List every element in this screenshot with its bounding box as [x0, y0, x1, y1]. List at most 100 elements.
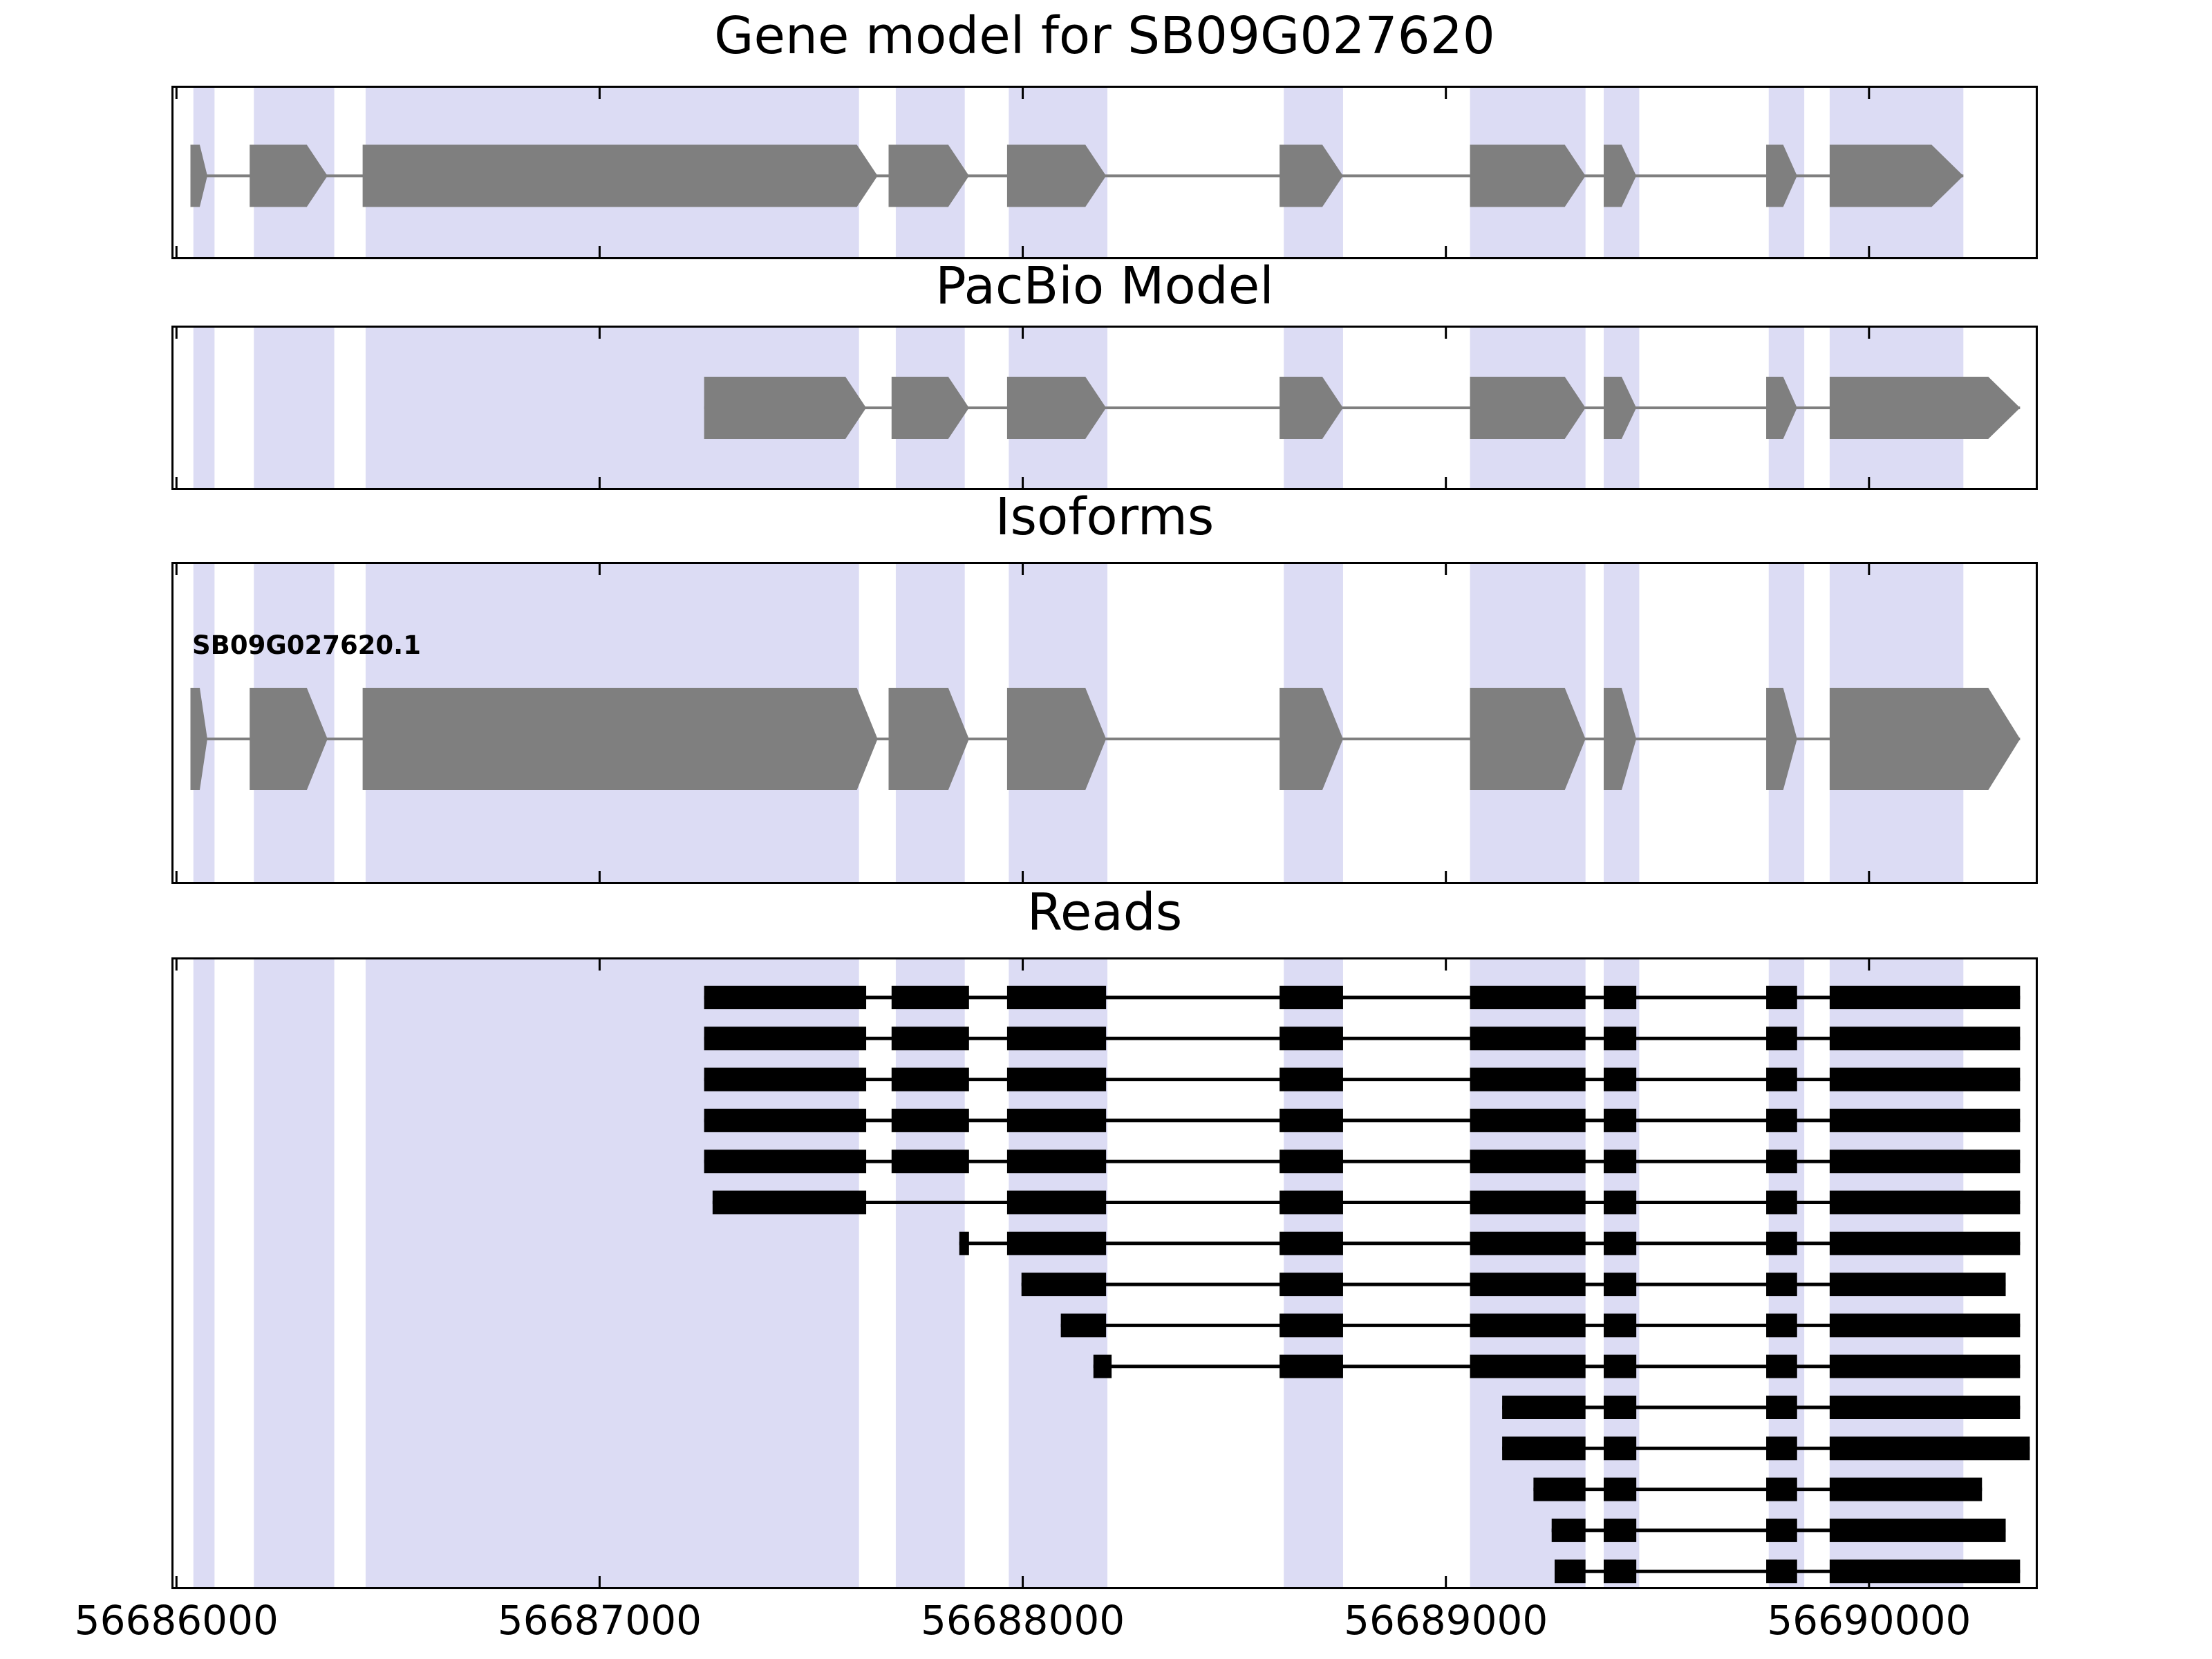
read-exon	[1470, 1313, 1586, 1338]
read-exon	[1470, 1150, 1586, 1174]
read-exon	[1766, 1354, 1797, 1378]
read-exon	[704, 1150, 867, 1174]
read-exon	[1604, 986, 1637, 1009]
read-exon	[1470, 1190, 1586, 1215]
read-exon	[1470, 986, 1586, 1009]
highlight-band	[895, 959, 965, 1587]
exon	[891, 377, 969, 439]
read-exon	[1604, 1190, 1637, 1215]
read-exon	[1604, 1477, 1637, 1501]
isoforms-track	[175, 564, 2021, 882]
x-tick-label: 56690000	[1767, 1597, 1971, 1644]
read-exon	[1502, 1396, 1586, 1419]
exon	[1006, 377, 1107, 439]
read-exon	[1829, 1067, 2021, 1091]
read-exon	[891, 1027, 969, 1051]
read-exon	[1604, 1231, 1637, 1255]
exon	[888, 144, 969, 207]
read-exon	[712, 1190, 867, 1215]
read-exon	[1093, 1354, 1112, 1378]
pacbio-model-track	[175, 328, 2021, 488]
read-exon	[1829, 1354, 2021, 1378]
read-exon	[1829, 1559, 2021, 1584]
read-exon	[1006, 986, 1107, 1009]
exon	[1604, 377, 1637, 439]
read-exon	[1604, 1027, 1637, 1051]
exon	[1829, 144, 1964, 207]
read-exon	[1551, 1518, 1586, 1542]
read-exon	[1829, 1150, 2021, 1174]
read-exon	[704, 1027, 867, 1051]
read-exon	[1470, 1108, 1586, 1132]
read-exon	[1766, 1313, 1797, 1338]
panel-isoforms	[171, 562, 2038, 884]
read-exon	[704, 1108, 867, 1132]
read-exon	[1604, 1313, 1637, 1338]
read-exon	[1604, 1559, 1637, 1584]
exon	[1766, 688, 1797, 790]
read-exon	[704, 1067, 867, 1091]
exon	[888, 688, 969, 790]
read-exon	[1470, 1067, 1586, 1091]
read-exon	[1766, 1190, 1797, 1215]
read-exon	[1604, 1067, 1637, 1091]
title-isoforms: Isoforms	[995, 487, 1215, 547]
read-exon	[1766, 986, 1797, 1009]
read-exon	[1829, 1231, 2021, 1255]
read-exon	[891, 1108, 969, 1132]
read-exon	[1280, 1108, 1343, 1132]
read-exon	[1766, 1108, 1797, 1132]
exon	[1604, 144, 1637, 207]
read-exon	[1829, 1477, 1983, 1501]
exon	[704, 377, 867, 439]
read-exon	[1829, 1313, 2021, 1338]
read-exon	[1280, 1067, 1343, 1091]
exon	[1006, 144, 1107, 207]
highlight-band	[193, 959, 215, 1587]
title-pacbio-model: PacBio Model	[935, 256, 1274, 316]
exon	[190, 144, 207, 207]
read-exon	[1766, 1067, 1797, 1091]
read-exon	[891, 1150, 969, 1174]
highlight-band	[254, 328, 335, 488]
read-exon	[1470, 1273, 1586, 1297]
read-exon	[1280, 1027, 1343, 1051]
read-exon	[1766, 1436, 1797, 1461]
title-reads: Reads	[1027, 883, 1183, 942]
read-exon	[959, 1231, 969, 1255]
read-exon	[1006, 1108, 1107, 1132]
read-exon	[1766, 1273, 1797, 1297]
exon	[362, 688, 878, 790]
exon	[1470, 144, 1586, 207]
read-exon	[1006, 1150, 1107, 1174]
read-exon	[1470, 1027, 1586, 1051]
exon	[1766, 377, 1797, 439]
read-exon	[1829, 986, 2021, 1009]
read-exon	[1280, 986, 1343, 1009]
read-exon	[1766, 1150, 1797, 1174]
x-tick-label: 56686000	[74, 1597, 279, 1644]
exon	[1829, 377, 2021, 439]
exon	[1470, 688, 1586, 790]
exon	[190, 688, 207, 790]
panel-pacbio-model	[171, 326, 2038, 490]
read-exon	[1604, 1108, 1637, 1132]
read-exon	[1766, 1396, 1797, 1419]
read-exon	[1280, 1354, 1343, 1378]
gene-model-track	[175, 88, 1964, 257]
read-exon	[1766, 1559, 1797, 1584]
isoform-label: SB09G027620.1	[192, 630, 421, 660]
read-exon	[1766, 1231, 1797, 1255]
read-exon	[1470, 1231, 1586, 1255]
read-exon	[1280, 1313, 1343, 1338]
read-exon	[1829, 1190, 2021, 1215]
read-exon	[1604, 1396, 1637, 1419]
read-exon	[1470, 1354, 1586, 1378]
read-exon	[1280, 1273, 1343, 1297]
read-exon	[1006, 1231, 1107, 1255]
read-exon	[1766, 1027, 1797, 1051]
reads-track	[175, 959, 2030, 1587]
read-exon	[1829, 1108, 2021, 1132]
read-exon	[1829, 1273, 2006, 1297]
